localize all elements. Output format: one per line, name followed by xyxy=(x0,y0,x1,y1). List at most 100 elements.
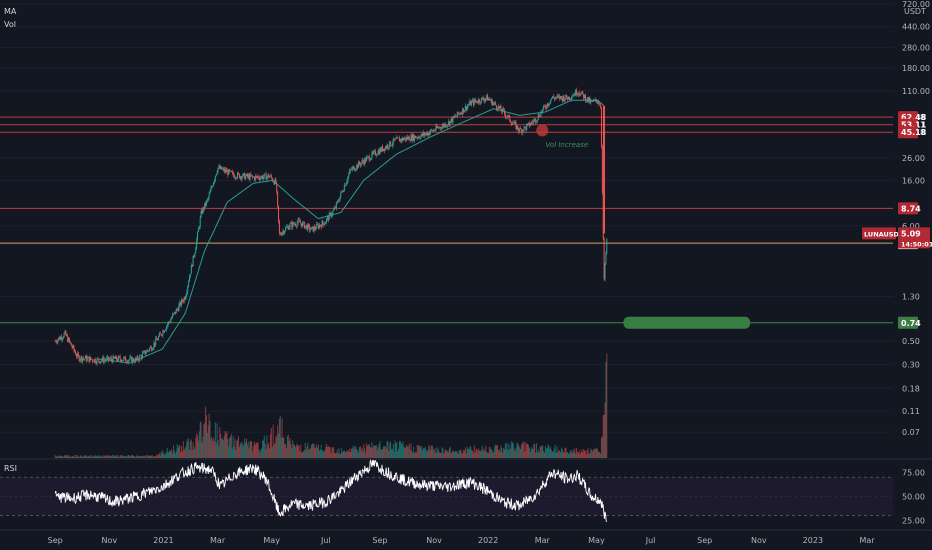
volume-bar xyxy=(200,421,202,458)
candle-body xyxy=(544,105,546,107)
volume-bar xyxy=(348,451,350,458)
volume-bar xyxy=(280,437,282,458)
candle-body xyxy=(444,124,446,127)
volume-bar xyxy=(92,456,94,458)
candle-body xyxy=(169,322,171,323)
volume-bar xyxy=(246,444,248,458)
volume-bar xyxy=(297,445,299,458)
volume-bar xyxy=(159,455,161,458)
candle-body xyxy=(283,230,285,234)
candle-body xyxy=(162,330,164,336)
candle-body xyxy=(606,238,608,254)
candle-body xyxy=(198,226,200,229)
volume-bar xyxy=(284,443,286,458)
volume-bar xyxy=(220,433,222,458)
candle-body xyxy=(414,135,416,141)
volume-bar xyxy=(541,446,543,458)
volume-bar xyxy=(238,447,240,458)
candle-body xyxy=(144,350,146,355)
candle-body xyxy=(518,129,520,132)
candle-body xyxy=(450,118,452,121)
volume-bar xyxy=(377,447,379,458)
candle-body xyxy=(384,146,386,151)
candle-body xyxy=(567,98,569,100)
volume-bar xyxy=(107,455,109,458)
volume-bar xyxy=(532,448,534,458)
candle-body xyxy=(260,177,262,180)
volume-bar xyxy=(560,452,562,458)
candle-body xyxy=(172,314,174,318)
volume-bar xyxy=(590,448,592,458)
volume-bar xyxy=(240,442,242,458)
volume-bar xyxy=(99,456,101,458)
candle-body xyxy=(540,111,542,117)
volume-bar xyxy=(360,449,362,458)
volume-bar xyxy=(480,449,482,458)
candle-body xyxy=(508,115,510,117)
candle-body xyxy=(281,232,283,236)
volume-bar xyxy=(513,448,515,458)
volume-bar xyxy=(580,451,582,458)
time-tick-label: Mar xyxy=(535,536,551,545)
volume-bar xyxy=(115,455,117,458)
rsi-indicator-label[interactable]: RSI xyxy=(4,464,17,473)
candle-body xyxy=(483,99,485,102)
volume-bar xyxy=(405,448,407,458)
time-tick-label: Nov xyxy=(102,536,118,545)
candle-body xyxy=(587,97,589,102)
volume-bar xyxy=(411,451,413,458)
vol-indicator-label[interactable]: Vol xyxy=(4,20,16,29)
volume-bar xyxy=(267,444,269,458)
candle-body xyxy=(356,164,358,170)
candle-body xyxy=(561,97,563,101)
volume-bar xyxy=(108,456,110,458)
volume-bar xyxy=(469,447,471,458)
candle-body xyxy=(183,297,185,302)
volume-bar xyxy=(215,443,217,458)
volume-bar xyxy=(254,444,256,458)
candle-body xyxy=(465,106,467,111)
candle-body xyxy=(245,173,247,176)
price-tick-label: 440.00 xyxy=(902,23,930,32)
volume-bar xyxy=(163,452,165,458)
volume-bar xyxy=(568,453,570,458)
candle-body xyxy=(294,224,296,226)
candle-body xyxy=(263,173,265,177)
volume-bar xyxy=(542,445,544,458)
candle-body xyxy=(442,124,444,127)
volume-bar xyxy=(488,446,490,458)
candle-body xyxy=(195,247,197,254)
candle-body xyxy=(402,137,404,141)
candle-body xyxy=(190,264,192,274)
volume-bar xyxy=(556,446,558,458)
candle-body xyxy=(543,105,545,109)
volume-bar xyxy=(128,455,130,458)
volume-bar xyxy=(540,446,542,458)
volume-bar xyxy=(512,443,514,458)
volume-bar xyxy=(341,448,343,458)
candle-body xyxy=(273,181,275,185)
candle-body xyxy=(77,353,79,356)
candle-body xyxy=(383,148,385,151)
volume-bar xyxy=(506,449,508,458)
volume-bar xyxy=(571,453,573,458)
candle-body xyxy=(346,181,348,184)
volume-bar xyxy=(366,443,368,458)
volume-bar xyxy=(181,451,183,458)
volume-bar xyxy=(242,446,244,458)
candle-body xyxy=(264,173,266,175)
volume-bar xyxy=(551,450,553,458)
candle-body xyxy=(73,345,75,351)
ma-indicator-label[interactable]: MA xyxy=(4,7,17,16)
volume-bar xyxy=(538,452,540,458)
volume-bar xyxy=(152,456,154,458)
volume-bar xyxy=(178,445,180,458)
time-tick-label: May xyxy=(263,536,280,545)
candle-body xyxy=(296,222,298,227)
candle-body xyxy=(117,356,119,361)
currency-label: USDT xyxy=(904,7,926,16)
candle-body xyxy=(242,173,244,177)
volume-bar xyxy=(192,442,194,458)
volume-bar xyxy=(147,455,149,458)
